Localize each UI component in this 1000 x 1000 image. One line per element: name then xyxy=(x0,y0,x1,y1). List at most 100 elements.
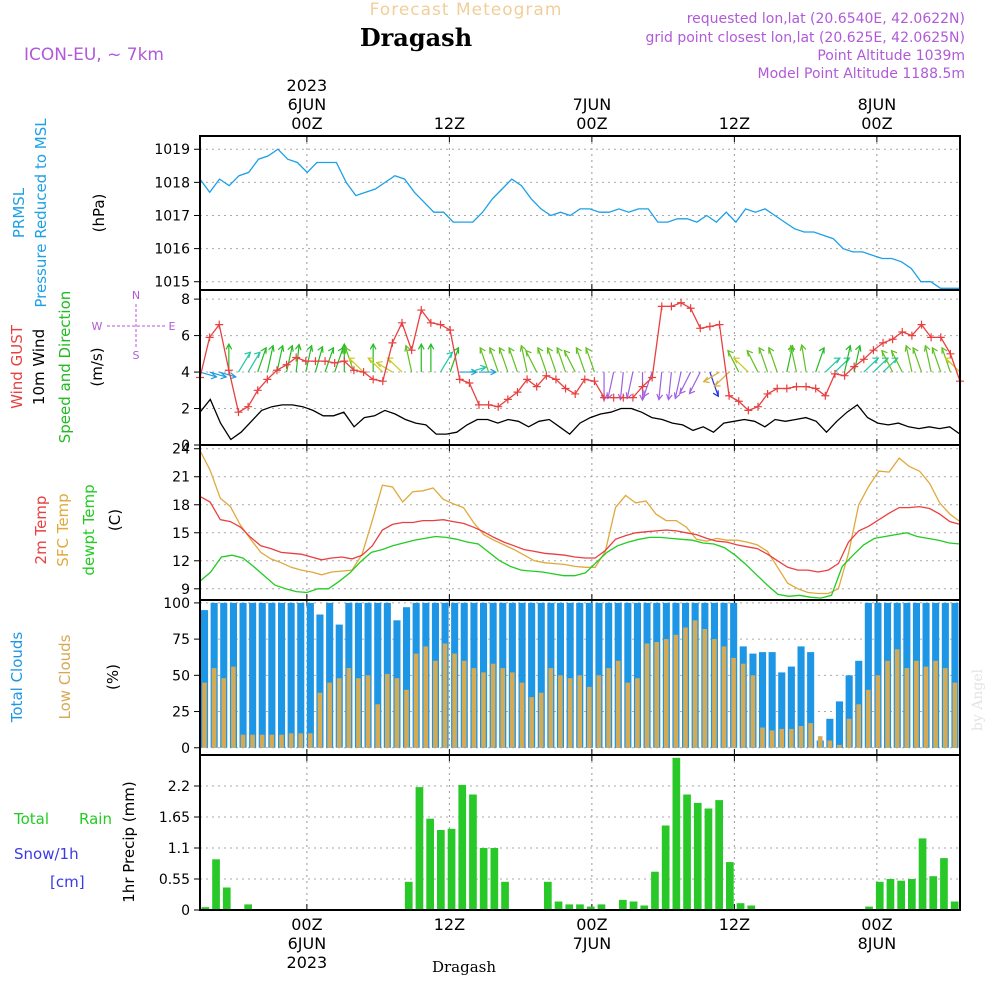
cloud-total-bar xyxy=(778,672,786,748)
temp-ytick-label: 15 xyxy=(172,526,190,542)
temp-2m-label: 2m Temp xyxy=(32,496,50,565)
cloud-low-bar xyxy=(558,675,563,748)
cloud-low-bar xyxy=(423,646,429,748)
compass-s: S xyxy=(133,349,140,362)
wind-direction-arrow xyxy=(479,347,490,373)
wind-gust-marker xyxy=(436,320,445,329)
cloud-total-bar xyxy=(403,607,411,748)
cloud-low-bar xyxy=(875,675,881,748)
top-time-label: 00Z xyxy=(861,114,892,133)
wind-panel: Wind GUST 10m Wind Speed and Direction (… xyxy=(8,289,964,454)
wind-gust-marker xyxy=(426,318,435,327)
wind-gust-marker xyxy=(879,338,888,347)
cloud-total-bar xyxy=(864,602,872,748)
cloud-low-bar xyxy=(269,734,275,748)
precip-bar xyxy=(950,901,959,910)
precip-bar xyxy=(619,899,627,910)
wind-direction-arrowhead xyxy=(277,344,285,352)
cloud-low-bar xyxy=(856,704,861,748)
wind-dir-label: Speed and Direction xyxy=(56,291,74,444)
wind-gust-marker xyxy=(888,335,897,344)
wind-ytick-label: 4 xyxy=(181,365,190,381)
wind-direction-arrow xyxy=(219,371,236,378)
wind-direction-arrow xyxy=(405,345,413,373)
wind-gust-marker xyxy=(503,395,512,404)
wind-direction-arrow xyxy=(556,347,567,373)
wind-direction-arrowhead xyxy=(931,346,938,354)
wind-direction-arrow xyxy=(276,345,284,373)
cloud-low-bar xyxy=(712,639,717,748)
wind-direction-arrowhead xyxy=(344,346,351,354)
precip-bar xyxy=(222,887,231,910)
wind-direction-arrowhead xyxy=(904,344,912,352)
cloud-low-bar xyxy=(538,692,544,748)
wind-direction-arrow xyxy=(387,357,403,373)
pressure-line xyxy=(199,148,960,289)
wind-direction-arrowhead xyxy=(575,346,582,354)
wind-gust-marker xyxy=(917,320,926,329)
wind-direction-arrowhead xyxy=(268,344,275,352)
wind-direction-arrow xyxy=(881,350,894,373)
temp-ytick-label: 24 xyxy=(172,442,190,458)
precip-bar xyxy=(661,825,670,910)
wind-direction-arrow xyxy=(209,371,227,378)
cloud-low-bar xyxy=(606,668,611,748)
cloud-low-bar xyxy=(904,668,910,748)
temp-dew-label: dewpt Temp xyxy=(80,484,98,575)
wind-gust-marker xyxy=(282,360,291,369)
bottom-time-label: 6JUN xyxy=(288,934,327,953)
cloud-low-bar xyxy=(231,666,236,748)
cloud-low-bar xyxy=(375,704,380,748)
wind-speed-line xyxy=(199,398,961,441)
wind-direction-arrowhead xyxy=(881,357,890,364)
clouds-total-label: Total Clouds xyxy=(8,632,26,724)
precip-frame xyxy=(199,754,961,911)
wind-direction-arrowhead xyxy=(417,342,425,350)
wind-gust-marker xyxy=(590,377,599,386)
wind-direction-arrowhead xyxy=(732,357,740,364)
wind-direction-arrowhead xyxy=(287,344,294,352)
precip-bar xyxy=(897,880,905,910)
precip-bar xyxy=(554,901,563,910)
wind-10m-label: 10m Wind xyxy=(30,329,48,405)
wind-direction-arrow xyxy=(890,350,903,373)
precip-ytick-label: 1.1 xyxy=(168,841,190,857)
precip-bar xyxy=(212,859,220,910)
wind-gust-marker xyxy=(340,357,349,366)
wind-gust-marker xyxy=(648,373,657,382)
precip-bar xyxy=(501,881,509,910)
precip-bar xyxy=(672,757,681,910)
cloud-low-bar xyxy=(615,660,621,748)
wind-direction-arrowhead xyxy=(881,349,888,357)
wind-direction-arrowhead xyxy=(833,357,841,364)
wind-direction-arrow xyxy=(285,345,293,373)
wind-direction-arrowhead xyxy=(210,372,218,380)
wind-direction-arrow xyxy=(931,347,942,373)
wind-gust-marker xyxy=(821,391,830,400)
wind-direction-arrowhead xyxy=(891,357,899,364)
wind-direction-arrowhead xyxy=(490,368,498,376)
wind-direction-arrow xyxy=(314,346,324,373)
temperature-panel: 2m Temp SFC Temp dewpt Temp (C) 9 12 15 18 2… xyxy=(32,442,961,601)
clouds-ytick-label: 75 xyxy=(172,632,190,648)
wind-gust-marker xyxy=(744,406,753,415)
precip-bar xyxy=(747,905,756,910)
cloud-low-bar xyxy=(914,660,919,748)
wind-gust-marker xyxy=(859,355,868,364)
wind-gust-marker xyxy=(455,375,464,384)
wind-direction-arrow xyxy=(758,347,769,373)
wind-direction-arrowhead xyxy=(789,344,796,352)
wind-direction-arrowhead xyxy=(768,346,775,354)
cloud-low-bar xyxy=(731,657,736,748)
precip-bar xyxy=(629,901,638,910)
wind-direction-arrowhead xyxy=(643,390,650,398)
precip-unit: 1hr Precip (mm) xyxy=(120,781,138,902)
wind-direction-arrow xyxy=(257,347,267,373)
precip-bar xyxy=(404,881,413,910)
wind-direction-arrow xyxy=(439,351,453,373)
cloud-low-bar xyxy=(817,736,823,748)
pressure-panel: PRMSL Pressure Reduced to MSL (hPa) 1015… xyxy=(10,118,961,308)
cloud-total-bar xyxy=(528,602,536,748)
wind-direction-arrowhead xyxy=(941,346,948,354)
wind-direction-arrowhead xyxy=(471,368,478,376)
